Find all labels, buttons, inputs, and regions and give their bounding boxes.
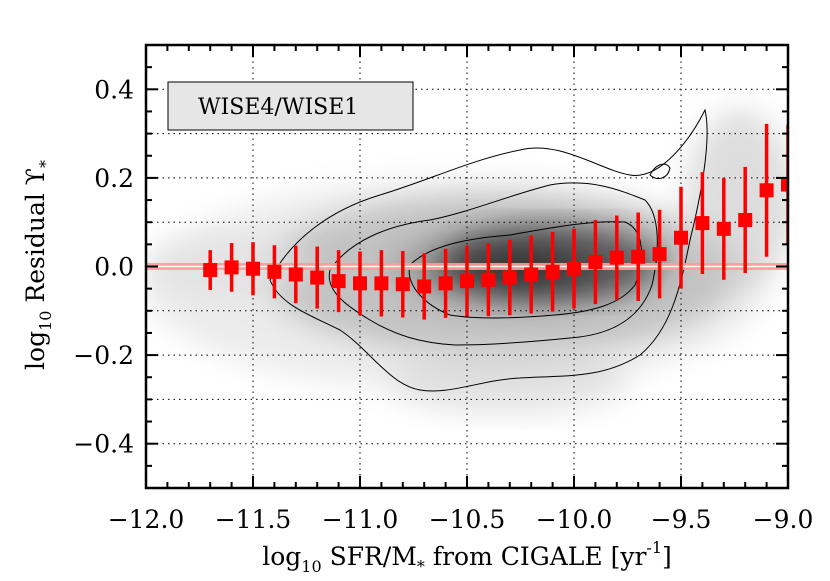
data-point — [246, 261, 260, 276]
ylabel-main: Residual ϒ — [21, 168, 50, 311]
data-point — [310, 270, 325, 285]
y-axis-label: log10 Residual ϒ* — [21, 160, 55, 370]
data-point — [524, 267, 539, 282]
x-tick-label: −11.5 — [215, 505, 292, 534]
data-point — [652, 247, 667, 262]
contour-middle — [328, 182, 658, 346]
data-point — [417, 279, 432, 294]
data-point — [203, 263, 218, 278]
density-peak — [445, 224, 665, 300]
data-point — [267, 264, 282, 279]
density-bottom-lobe — [390, 345, 630, 415]
data-point — [353, 276, 367, 291]
contour-inner — [408, 221, 643, 319]
data-point — [545, 264, 560, 279]
legend-box — [167, 81, 414, 131]
data-point — [460, 274, 474, 289]
data-point — [609, 250, 624, 265]
data-point — [567, 261, 581, 276]
data-point — [331, 274, 346, 289]
xlabel-tail: from CIGALE [yr — [425, 542, 647, 571]
legend: WISE4/WISE1 — [167, 81, 414, 131]
x-axis-label: log10 SFR/M* from CIGALE [yr-1] — [262, 538, 672, 576]
y-tick-labels: −0.4 −0.2 0.0 0.2 0.4 — [73, 75, 134, 458]
y-tick-label: −0.2 — [73, 341, 134, 370]
xlabel-sup: -1 — [646, 538, 662, 557]
data-point — [395, 277, 410, 292]
axis-ticks — [145, 44, 789, 489]
xlabel-sub: 10 — [301, 557, 321, 576]
data-point — [502, 270, 517, 285]
data-point — [781, 177, 788, 192]
x-tick-label: −10.0 — [536, 505, 613, 534]
density-contours — [269, 108, 708, 392]
data-point — [224, 260, 239, 275]
data-point — [695, 216, 710, 231]
x-tick-labels: −12.0 −11.5 −11.0 −10.5 −10.0 −9.5 −9.0 — [108, 505, 814, 534]
x-tick-label: −12.0 — [108, 505, 185, 534]
y-tick-label: 0.2 — [94, 164, 134, 193]
x-tick-label: −9.0 — [753, 505, 814, 534]
x-tick-label: −9.5 — [651, 505, 712, 534]
data-point — [481, 272, 496, 287]
legend-label: WISE4/WISE1 — [198, 95, 358, 120]
data-point — [674, 230, 688, 245]
density-tail-right — [685, 110, 788, 290]
ylabel-sub: 10 — [36, 311, 55, 331]
data-point — [759, 183, 774, 198]
x-tick-label: −11.0 — [322, 505, 399, 534]
data-markers — [203, 177, 788, 294]
x-tick-label: −10.5 — [429, 505, 506, 534]
density-cloud — [146, 110, 788, 415]
xlabel-star: * — [417, 557, 425, 576]
data-point — [588, 255, 603, 270]
y-tick-label: 0.4 — [94, 75, 134, 104]
data-point — [631, 249, 646, 264]
data-point — [288, 267, 303, 282]
y-tick-label: −0.4 — [73, 430, 134, 459]
data-point — [716, 221, 731, 236]
ylabel-star: * — [36, 160, 55, 168]
xlabel-prefix: log — [262, 542, 301, 571]
xlabel-close: ] — [662, 542, 672, 571]
data-point — [438, 276, 453, 291]
contour-blob — [649, 163, 671, 179]
contour-outer — [269, 108, 708, 392]
data-point — [738, 212, 753, 227]
data-point — [374, 276, 389, 291]
xlabel-main: SFR/M — [322, 542, 417, 571]
y-tick-label: 0.0 — [94, 253, 134, 282]
ylabel-prefix: log — [21, 331, 50, 370]
